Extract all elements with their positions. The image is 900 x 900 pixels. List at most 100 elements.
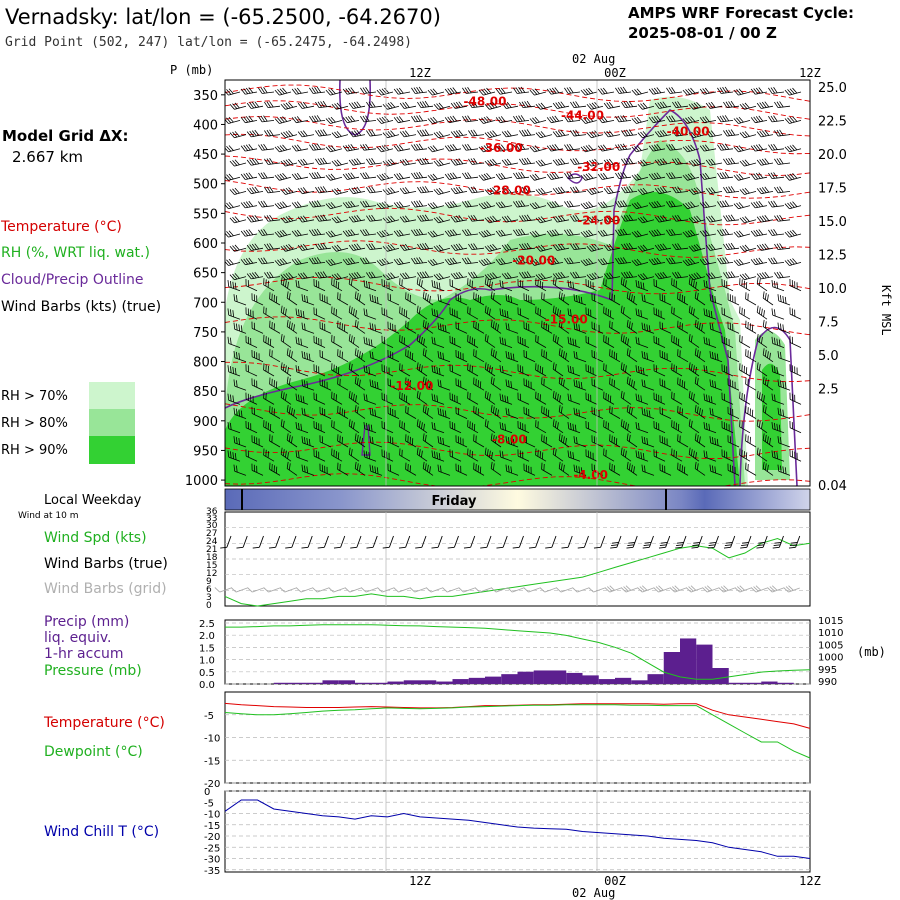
wind-barb	[251, 293, 264, 306]
wind-barb	[567, 279, 581, 292]
wind-barb	[369, 436, 383, 448]
wind-barb	[240, 200, 258, 209]
bottom-tick-label: 12Z	[799, 874, 821, 888]
wind-barb	[750, 115, 768, 124]
wind-barb	[269, 320, 281, 334]
wind-barb	[739, 102, 757, 110]
rh90-right-core	[762, 363, 782, 470]
wind-barb	[535, 187, 553, 195]
wind-barb	[501, 215, 519, 223]
wind-barb	[480, 535, 492, 549]
wind-barb	[366, 129, 383, 137]
pressure-tick: 1010	[818, 628, 843, 639]
wind-barb	[313, 392, 326, 405]
wind-barb	[789, 307, 802, 320]
wind-barb	[354, 291, 366, 306]
top-date-label: 02 Aug	[572, 52, 615, 66]
wind-barb	[523, 350, 536, 363]
wind-barb	[699, 229, 717, 237]
wind-barb	[251, 378, 264, 391]
wind-barb	[529, 230, 547, 238]
wind-barb	[739, 306, 751, 320]
wind-barb	[739, 363, 751, 377]
wind-barb	[473, 434, 485, 448]
wind-barb	[264, 271, 281, 279]
wind-barb	[484, 390, 496, 405]
wind-barb	[694, 405, 706, 419]
wind-barb	[422, 319, 434, 334]
cross-section-panel: -48.00 -44.00 -40.00 -36.00 -32.00 -28.00 -24.…	[224, 79, 811, 487]
wind-barb	[703, 365, 717, 377]
wind-barb	[535, 334, 547, 348]
wind-barb	[366, 186, 383, 194]
wind-barb	[462, 257, 479, 265]
wind-barb	[709, 322, 723, 334]
wind-barb	[688, 334, 700, 348]
precip-bar	[631, 680, 648, 684]
wind-barb	[319, 350, 332, 363]
wind-barb	[529, 202, 547, 210]
wind-barb	[567, 336, 581, 348]
wind-barb	[325, 173, 343, 181]
pressure-tick-label: 600	[193, 237, 218, 252]
wind-barb	[626, 319, 638, 334]
wind-barb	[648, 257, 666, 266]
wind-barb	[519, 100, 536, 109]
wind-barb	[499, 450, 513, 462]
wind-barb	[286, 376, 298, 391]
wind-barb	[721, 364, 734, 377]
wind-barb	[478, 144, 496, 153]
wind-barb	[319, 293, 332, 306]
wind-barb	[519, 214, 536, 222]
wind-barb	[285, 535, 297, 549]
wind-barb	[381, 335, 394, 348]
wind-barb	[393, 144, 411, 152]
wind-barb	[422, 291, 434, 306]
wind-barb	[331, 306, 343, 320]
wind-barb	[739, 420, 751, 434]
wind-barb	[474, 587, 492, 593]
wind-barb	[784, 116, 802, 124]
wind-barb	[626, 348, 638, 363]
wind-barb	[315, 186, 332, 194]
wind-barb	[648, 172, 666, 180]
wind-barb	[377, 587, 394, 593]
wind-barb	[331, 448, 343, 462]
wind-barb	[541, 320, 553, 334]
wind-barb	[297, 187, 315, 195]
wind-barb	[756, 390, 768, 405]
wind-barb	[431, 421, 445, 434]
wind-barb	[399, 215, 417, 223]
wind-barb	[409, 587, 427, 593]
wind-speed-tick: 3	[206, 593, 212, 603]
wind-barb	[570, 129, 587, 137]
wind-barb	[546, 172, 564, 180]
wind-barb	[585, 449, 598, 462]
wind-barb	[750, 229, 768, 237]
height-tick-label: 0.04	[818, 479, 847, 494]
wind-barb	[654, 271, 672, 280]
wind-barb	[523, 293, 536, 306]
wind-barb	[705, 158, 723, 166]
wind-barb	[286, 291, 298, 306]
wind-barb	[529, 116, 547, 124]
wind-barb	[523, 321, 536, 334]
top-tick-label: 00Z	[604, 66, 626, 80]
wind-barb	[437, 379, 451, 391]
rh80-legend-swatch	[89, 409, 135, 436]
wind-barb	[246, 186, 264, 195]
wind-barb	[376, 116, 394, 124]
wind-barb	[417, 214, 434, 222]
precip-tick: 0.5	[199, 668, 215, 679]
wind-barb	[387, 378, 400, 391]
wind-barb	[455, 350, 468, 363]
precip-label: Precip (mm)	[44, 614, 129, 630]
wind-barb	[666, 229, 683, 236]
wind-barb	[541, 434, 553, 448]
wind-barb	[247, 587, 264, 593]
wind-barb	[258, 229, 275, 236]
pressure-tick: 1015	[818, 616, 843, 627]
model-grid-label: Model Grid ΔX:	[2, 127, 129, 145]
wind-barb	[777, 294, 791, 306]
wind-barb	[348, 158, 366, 166]
